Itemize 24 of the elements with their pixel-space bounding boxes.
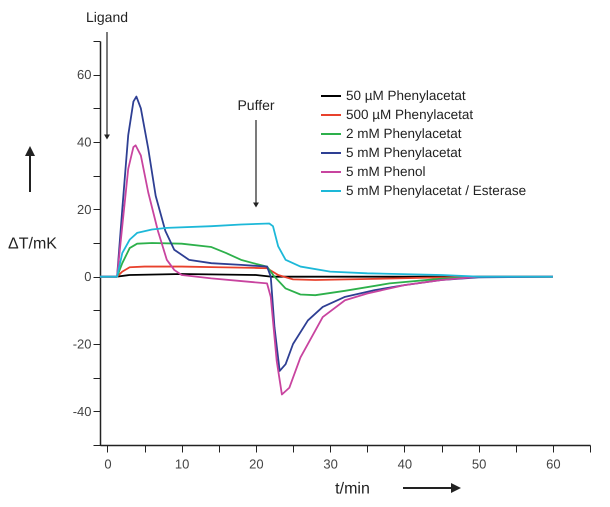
legend-label: 2 mM Phenylacetat [346, 126, 462, 141]
legend-label: 5 mM Phenylacetat [346, 145, 462, 160]
legend-label: 50 µM Phenylacetat [346, 88, 466, 103]
x-tick-label: 50 [472, 456, 486, 472]
y-tick-label: 60 [77, 67, 92, 82]
y-tick-label: 0 [84, 269, 92, 284]
x-tick-label: 0 [104, 456, 112, 472]
legend-label: 5 mM Phenol [346, 164, 426, 179]
x-tick-label: 40 [398, 456, 412, 472]
y-tick-label: 40 [77, 134, 92, 150]
x-tick-label: 10 [174, 456, 190, 472]
x-tick-label: 60 [546, 456, 561, 472]
line-series [100, 222, 554, 278]
x-tick-label: 20 [249, 456, 264, 472]
x-axis-title: t/min [335, 480, 370, 498]
y-tick-label: -20 [72, 336, 92, 352]
legend-label: 500 µM Phenylacetat [346, 107, 474, 122]
y-tick-label: -40 [72, 404, 92, 419]
y-tick-label: 20 [77, 202, 92, 217]
y-axis-title: ΔT/mK [8, 236, 58, 252]
x-tick-label: 30 [323, 456, 338, 472]
annotation: Puffer [237, 97, 275, 113]
text: Ligand [86, 9, 128, 25]
legend-label: 5 mM Phenylacetat / Esterase [346, 183, 526, 198]
